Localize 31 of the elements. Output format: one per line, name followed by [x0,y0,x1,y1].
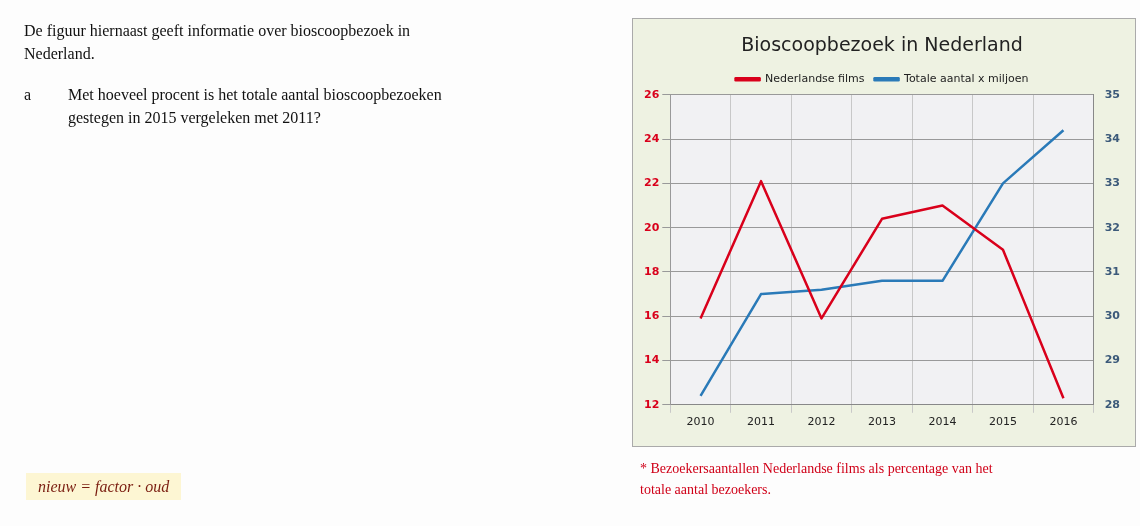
y2-tick-label: 33 [1104,176,1120,190]
x-tick-label: 2010 [686,415,715,429]
text: a [24,85,33,105]
x-tick-label: 2011 [747,415,776,429]
text: * Bezoekersaantallen Nederlandse films als percentage van het totale aantal bezoekers. [640,460,994,499]
y2-tick-label: 30 [1104,309,1121,323]
text: nieuw = factor · oud [26,473,182,500]
x-tick-label: 2015 [988,415,1017,429]
x-tick-label: 2013 [868,415,896,429]
legend-label: Nederlandse films [765,72,865,86]
y-tick-label: 26 [644,87,660,101]
x-tick-label: 2012 [807,415,836,429]
y-tick-label: 18 [644,264,660,278]
chart-title: Bioscoopbezoek in Nederland [741,33,1023,56]
y2-tick-label: 28 [1104,397,1120,411]
y-tick-label: 16 [644,309,660,323]
y2-tick-label: 29 [1104,353,1120,367]
text: Met hoeveel procent is het totale aantal bioscoopbezoeken gestegen in 2015 vergeleken met 2011? [68,85,443,129]
legend-label: Totale aantal x miljoen [903,72,1029,86]
x-tick-label: 2014 [928,415,957,429]
x-tick-label: 2016 [1049,415,1078,429]
y-tick-label: 24 [644,131,660,145]
y2-tick-label: 34 [1104,131,1121,145]
y2-tick-label: 32 [1104,220,1120,234]
y-tick-label: 12 [644,397,660,411]
text: De figuur hiernaast geeft informatie over bioscoopbezoek in Nederland. [24,21,412,64]
y2-tick-label: 35 [1104,87,1120,101]
y-tick-label: 20 [644,220,660,234]
y-tick-label: 14 [644,353,660,367]
y-tick-label: 22 [644,176,660,190]
y2-tick-label: 31 [1104,264,1120,278]
